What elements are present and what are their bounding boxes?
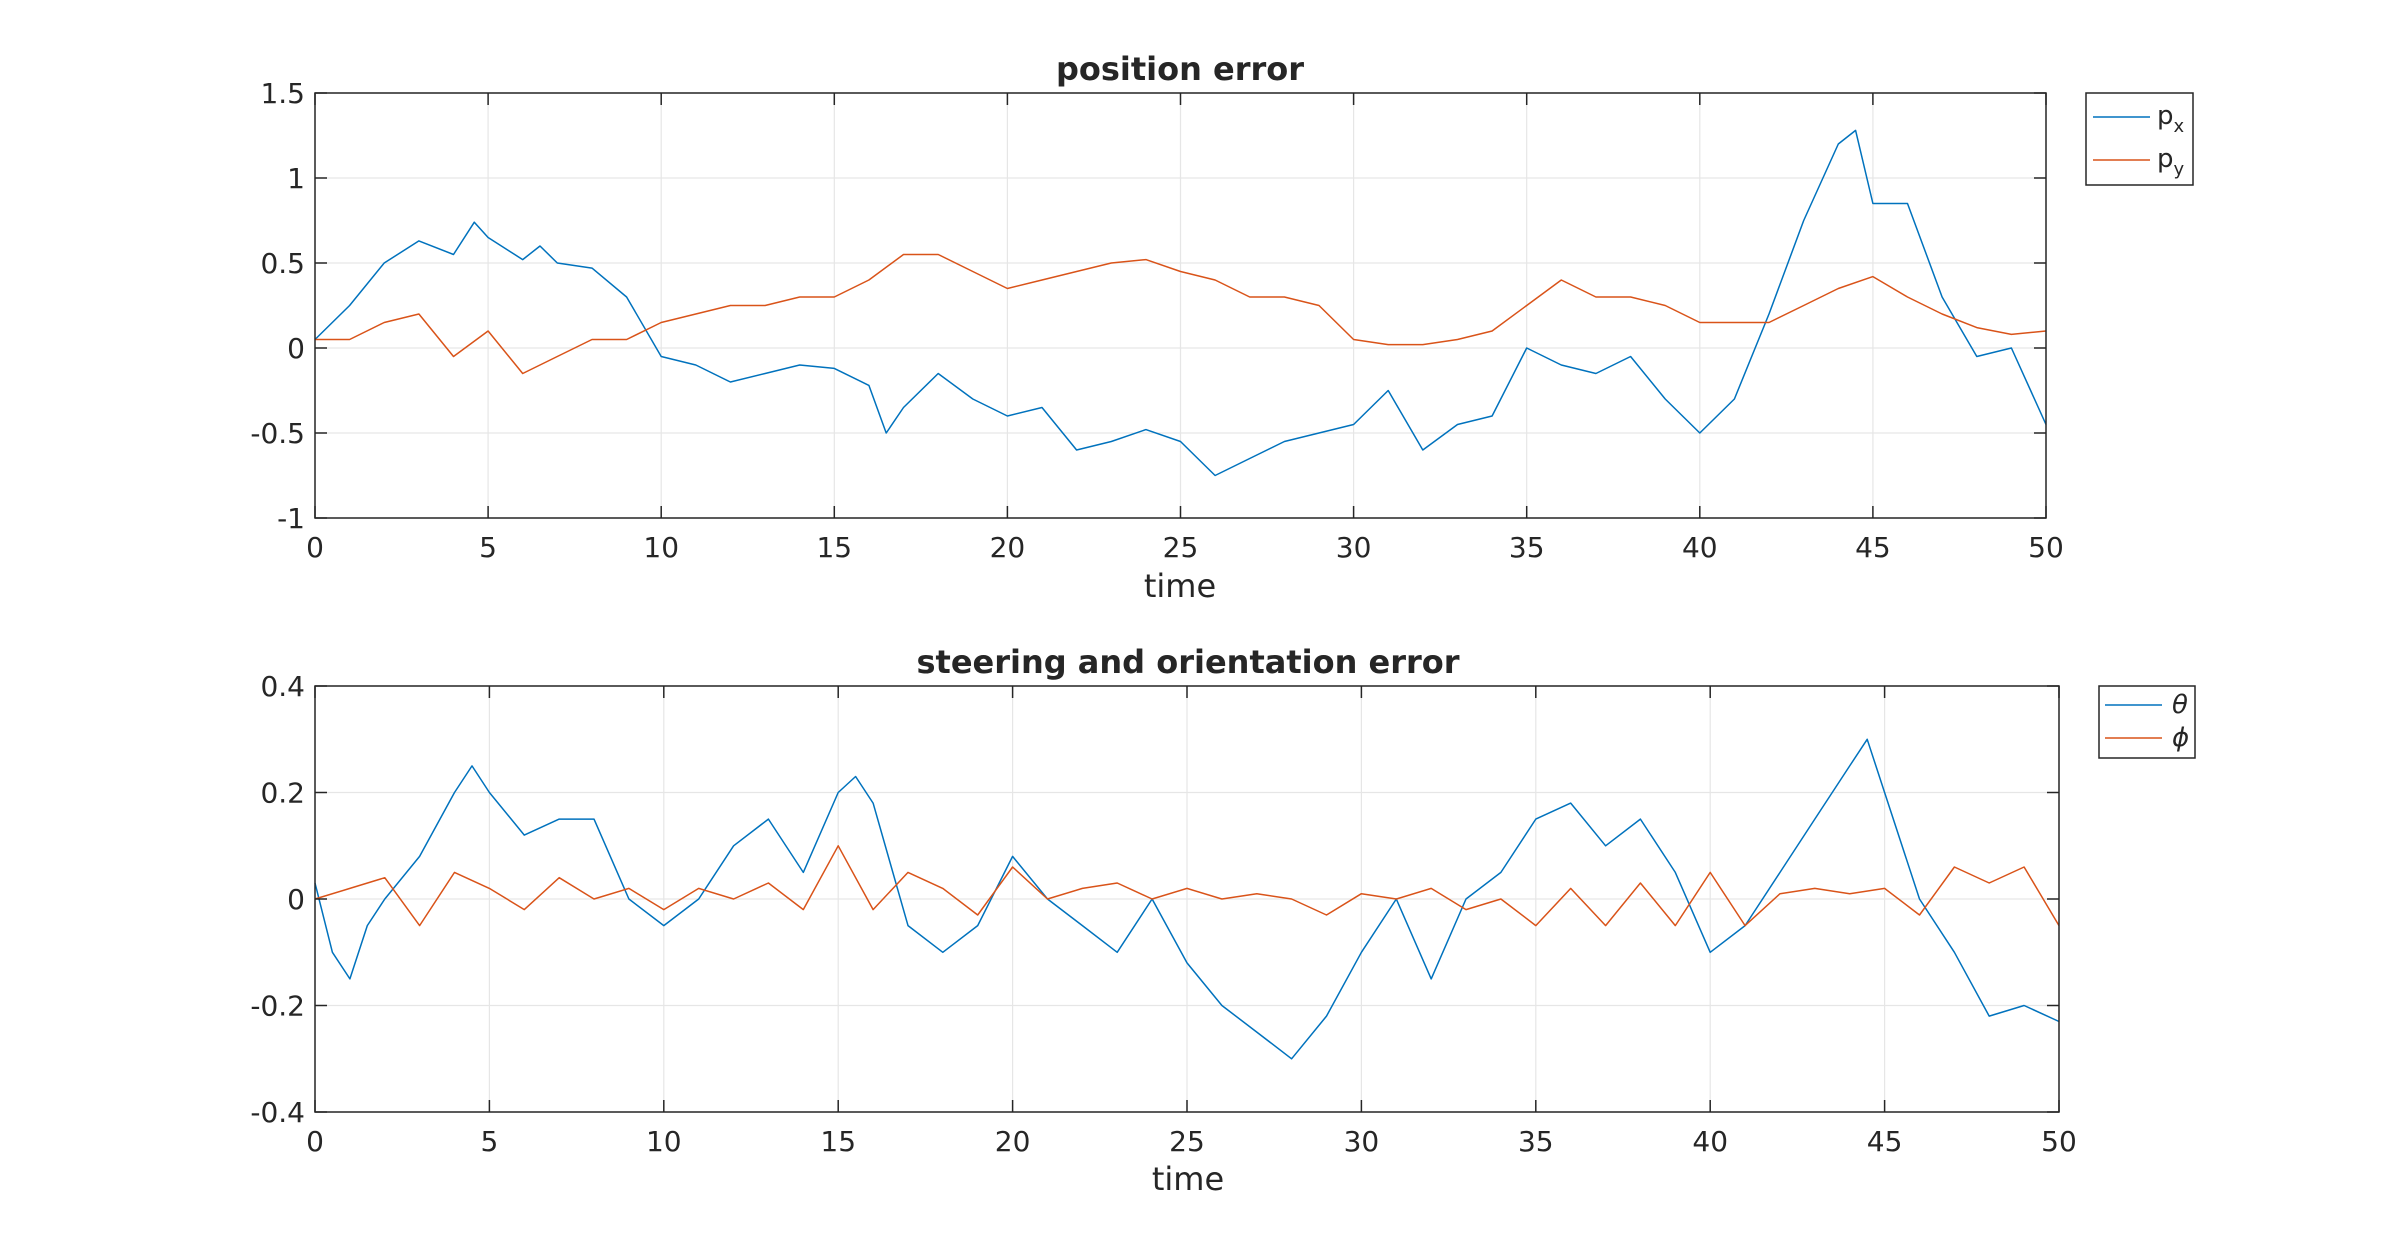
y-tick-label: 0 xyxy=(287,332,305,365)
x-tick-label: 45 xyxy=(1867,1125,1903,1158)
legend-label-theta: θ xyxy=(2172,690,2188,720)
x-tick-label: 5 xyxy=(480,1125,498,1158)
svg-text:px: px xyxy=(2157,101,2185,137)
legend-label-py: p xyxy=(2157,144,2174,174)
x-tick-label: 10 xyxy=(646,1125,682,1158)
x-tick-label: 5 xyxy=(479,531,497,564)
y-tick-label: 0 xyxy=(287,883,305,916)
series-lines xyxy=(314,129,2047,477)
y-tick-label: -0.4 xyxy=(250,1096,305,1129)
series-line-phi xyxy=(314,845,2060,927)
chart-title: steering and orientation error xyxy=(916,643,1459,681)
series-lines xyxy=(314,738,2060,1060)
y-tick-label: 0.4 xyxy=(260,670,305,703)
x-tick-label: 20 xyxy=(995,1125,1031,1158)
x-tick-label: 30 xyxy=(1336,531,1372,564)
axes-steering-orientation-error: steering and orientation error 0 5 10 15 20 2… xyxy=(250,643,2196,1198)
legend: px py xyxy=(2085,92,2194,186)
legend: θ ϕ xyxy=(2098,685,2196,759)
y-tick-label: 0.2 xyxy=(260,777,305,810)
legend-entry-py: py xyxy=(2093,144,2185,180)
x-tick-label: 30 xyxy=(1344,1125,1380,1158)
axes-position-error: position error 0 5 10 15 20 25 30 35 40 45 50 -1-0… xyxy=(250,50,2194,605)
x-axis-label: time xyxy=(1144,567,1216,605)
x-tick-label: 10 xyxy=(643,531,679,564)
tick-marks xyxy=(314,685,2060,1113)
x-tick-label: 15 xyxy=(816,531,852,564)
legend-entry-px: px xyxy=(2093,101,2185,137)
x-tick-label: 25 xyxy=(1163,531,1199,564)
x-tick-label: 45 xyxy=(1855,531,1891,564)
y-tick-label: 1 xyxy=(287,162,305,195)
legend-label-phi: ϕ xyxy=(2172,723,2189,753)
x-tick-label: 25 xyxy=(1169,1125,1205,1158)
legend-label-px: p xyxy=(2157,101,2174,131)
legend-subscript-px: x xyxy=(2174,116,2185,137)
x-tick-label: 35 xyxy=(1509,531,1545,564)
legend-box xyxy=(2098,685,2196,759)
legend-box xyxy=(2085,92,2194,186)
y-tick-label: 1.5 xyxy=(260,77,305,110)
x-tick-labels: 0 5 10 15 20 25 30 35 40 45 50 xyxy=(306,531,2064,564)
x-tick-label: 15 xyxy=(820,1125,856,1158)
series-line-px xyxy=(314,129,2047,477)
x-tick-label: 20 xyxy=(990,531,1026,564)
legend-entry-theta: θ xyxy=(2105,690,2188,720)
x-tick-labels: 0 5 10 15 20 25 30 35 40 45 50 xyxy=(306,1125,2077,1158)
series-line-theta xyxy=(314,738,2060,1060)
x-tick-label: 40 xyxy=(1682,531,1718,564)
x-axis-label: time xyxy=(1152,1160,1224,1198)
y-tick-label: -0.2 xyxy=(250,990,305,1023)
y-tick-label: 0.5 xyxy=(260,247,305,280)
x-tick-label: 0 xyxy=(306,531,324,564)
y-tick-label: -1 xyxy=(277,502,305,535)
series-line-py xyxy=(315,253,2047,375)
chart-title: position error xyxy=(1056,50,1304,88)
x-tick-label: 50 xyxy=(2041,1125,2077,1158)
x-tick-label: 40 xyxy=(1692,1125,1728,1158)
y-tick-labels: -1 -0.5 0 0.5 1 1.5 xyxy=(250,77,305,535)
y-tick-labels: -0.4 -0.2 0 0.2 0.4 xyxy=(250,670,305,1129)
legend-subscript-py: y xyxy=(2174,159,2185,180)
y-tick-label: -0.5 xyxy=(250,417,305,450)
x-tick-label: 35 xyxy=(1518,1125,1554,1158)
svg-text:py: py xyxy=(2157,144,2185,180)
legend-entry-phi: ϕ xyxy=(2105,723,2189,753)
x-tick-label: 50 xyxy=(2028,531,2064,564)
x-tick-label: 0 xyxy=(306,1125,324,1158)
tick-marks xyxy=(314,92,2047,519)
